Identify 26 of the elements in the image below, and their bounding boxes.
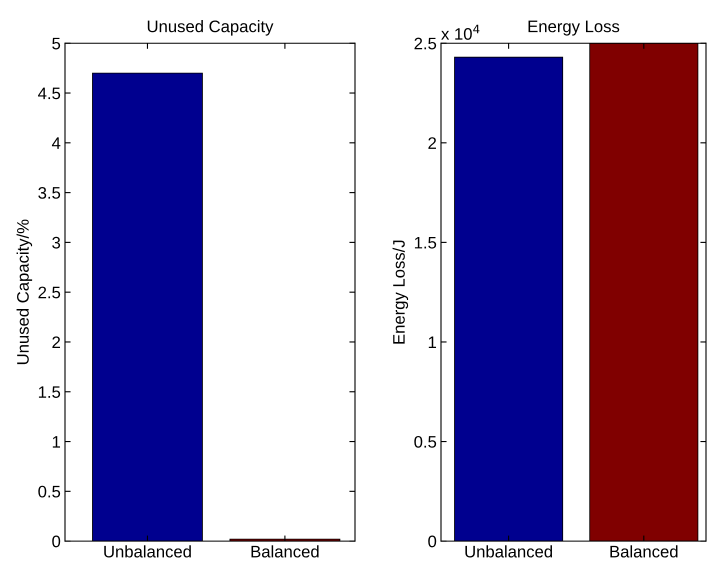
y-tick-label: 1 <box>428 336 436 348</box>
y-tick-label: 0 <box>52 536 60 548</box>
x-tick-label: Balanced <box>252 545 319 558</box>
y-axis-title: Energy Loss/J <box>392 240 408 344</box>
y-tick-label: 1.5 <box>38 386 60 398</box>
x-tick-label: Balanced <box>610 545 678 558</box>
y-axis-title: Unused Capacity/% <box>16 220 32 364</box>
x-tick-label: Unbalanced <box>104 545 191 558</box>
chart-title: Energy Loss <box>528 20 620 36</box>
y-tick-label: 4.5 <box>38 88 60 100</box>
text: x 10$^{4}$ <box>441 24 480 40</box>
x-tick-label: Unbalanced <box>465 545 552 558</box>
y-tick-label: 1.5 <box>414 236 436 249</box>
y-tick-label: 2.5 <box>414 38 436 50</box>
y-tick-label: 3.5 <box>38 187 60 199</box>
y-tick-label: 3 <box>52 236 60 249</box>
y-tick-label: 2 <box>428 137 436 149</box>
y-tick-label: 0.5 <box>38 486 60 498</box>
y-tick-label: 2.5 <box>38 286 60 298</box>
y-tick-label: 5 <box>52 38 60 50</box>
chart-title: Unused Capacity <box>148 20 274 36</box>
y-tick-label: 0.5 <box>414 436 436 448</box>
y-tick-label: 0 <box>428 536 436 548</box>
y-tick-label: 4 <box>52 137 60 149</box>
y-tick-label: 2 <box>52 336 60 348</box>
y-tick-label: 1 <box>52 436 60 448</box>
